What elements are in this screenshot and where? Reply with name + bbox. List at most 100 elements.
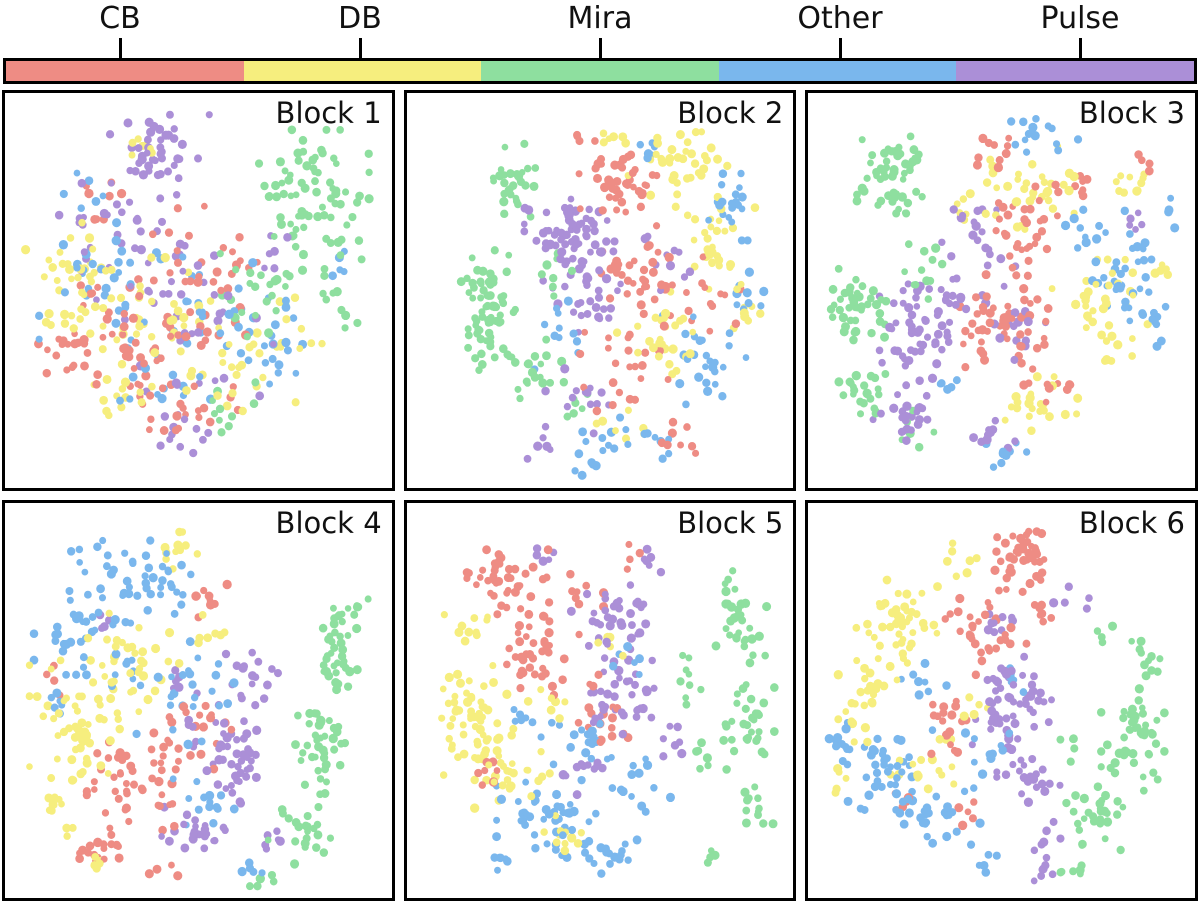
data-point xyxy=(93,749,102,758)
scatter-plot-block-4 xyxy=(25,527,372,891)
data-point xyxy=(742,734,751,743)
data-point xyxy=(483,291,491,300)
data-point xyxy=(84,188,94,199)
data-point xyxy=(610,237,619,246)
data-point xyxy=(213,391,222,400)
data-point xyxy=(211,629,220,638)
data-point xyxy=(1141,671,1151,681)
data-point xyxy=(116,769,124,776)
data-point xyxy=(847,316,855,325)
data-point xyxy=(1148,315,1157,323)
data-point xyxy=(1004,335,1011,343)
data-point xyxy=(923,391,931,400)
data-point xyxy=(116,396,124,405)
data-point xyxy=(1042,317,1050,326)
data-point xyxy=(229,383,237,391)
data-point xyxy=(627,792,635,800)
data-point xyxy=(575,136,584,146)
data-point xyxy=(234,762,242,771)
data-point xyxy=(975,618,983,625)
data-point xyxy=(1074,819,1082,828)
data-point xyxy=(958,820,968,831)
data-point xyxy=(175,239,185,249)
data-point xyxy=(145,426,153,434)
data-point xyxy=(142,583,151,593)
data-point xyxy=(503,776,511,784)
data-point xyxy=(1097,747,1106,756)
data-point xyxy=(590,240,600,250)
data-point xyxy=(625,330,634,339)
data-point xyxy=(240,717,248,726)
data-point xyxy=(274,369,282,377)
data-point xyxy=(173,540,183,551)
data-point xyxy=(756,302,765,310)
data-point xyxy=(133,591,142,600)
data-point xyxy=(1002,416,1009,424)
data-point xyxy=(171,666,180,675)
data-point xyxy=(99,333,107,341)
data-point xyxy=(546,705,556,715)
data-point xyxy=(91,197,101,206)
data-point xyxy=(311,168,318,176)
data-point xyxy=(175,527,184,537)
data-point xyxy=(1015,170,1023,178)
data-point xyxy=(753,794,762,803)
data-point xyxy=(184,231,193,240)
data-point xyxy=(636,140,644,149)
data-point xyxy=(365,168,373,177)
data-point xyxy=(221,649,231,659)
data-point xyxy=(209,397,216,404)
data-point xyxy=(169,775,177,783)
data-point xyxy=(1119,803,1127,811)
data-point xyxy=(330,643,339,652)
data-point xyxy=(103,551,112,560)
data-point xyxy=(952,300,961,309)
data-point xyxy=(660,308,670,319)
data-point xyxy=(158,217,167,226)
data-point xyxy=(147,415,155,423)
data-point xyxy=(60,309,70,320)
data-point xyxy=(1067,757,1076,766)
data-point xyxy=(478,566,486,574)
data-point xyxy=(581,231,589,239)
data-point xyxy=(1081,815,1088,823)
data-point xyxy=(83,633,93,643)
data-point xyxy=(727,735,736,744)
data-point xyxy=(1092,234,1102,244)
data-point xyxy=(498,197,509,207)
data-point xyxy=(872,167,881,177)
data-point xyxy=(1103,817,1113,827)
data-point xyxy=(852,623,861,632)
data-point xyxy=(714,255,723,265)
data-point xyxy=(469,803,479,813)
data-point xyxy=(572,790,582,800)
data-point xyxy=(1078,841,1086,849)
data-point xyxy=(21,244,31,255)
data-point xyxy=(603,640,611,648)
data-point xyxy=(329,185,337,192)
data-point xyxy=(129,780,139,789)
data-point xyxy=(235,797,245,807)
data-point xyxy=(1136,636,1146,646)
data-point xyxy=(111,235,121,246)
data-point xyxy=(1125,304,1133,312)
data-point xyxy=(603,217,611,224)
data-point xyxy=(1031,877,1038,885)
data-point xyxy=(259,694,269,703)
data-point xyxy=(699,253,707,261)
data-point xyxy=(301,821,310,831)
data-point xyxy=(94,283,102,291)
data-point xyxy=(635,548,644,558)
data-point xyxy=(623,655,633,665)
data-point xyxy=(490,853,499,862)
data-point xyxy=(1121,264,1130,273)
data-point xyxy=(563,296,573,306)
data-point xyxy=(213,316,223,326)
data-point xyxy=(1023,776,1033,786)
data-point xyxy=(583,730,592,739)
data-point xyxy=(43,670,51,679)
data-point xyxy=(468,254,476,262)
data-point xyxy=(587,754,595,763)
data-point xyxy=(70,733,80,742)
data-point xyxy=(956,292,966,303)
